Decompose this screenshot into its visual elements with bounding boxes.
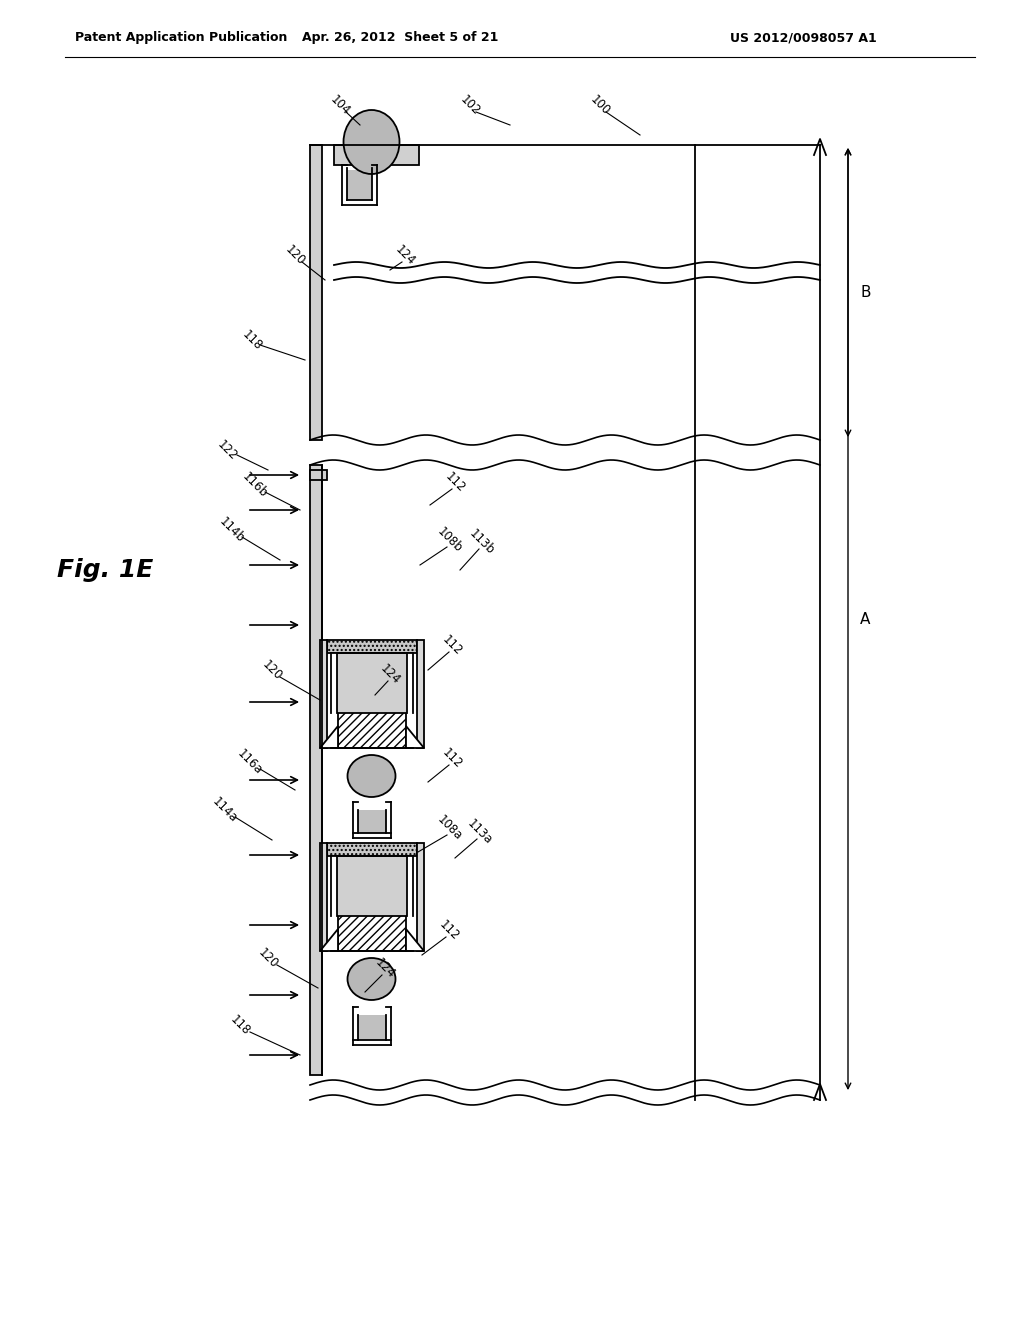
Ellipse shape: [343, 110, 399, 174]
Bar: [347, 170, 372, 201]
Text: US 2012/0098057 A1: US 2012/0098057 A1: [730, 32, 877, 45]
Bar: [337, 855, 407, 916]
Text: 112: 112: [442, 470, 468, 495]
Bar: [331, 653, 413, 713]
Bar: [334, 145, 419, 165]
Text: 112: 112: [439, 746, 465, 771]
Bar: [417, 640, 424, 748]
Bar: [357, 1015, 385, 1040]
Bar: [417, 843, 424, 950]
Text: 112: 112: [436, 917, 462, 942]
Text: 116b: 116b: [240, 470, 270, 500]
Polygon shape: [319, 726, 338, 748]
Text: 124: 124: [392, 243, 418, 268]
Text: Apr. 26, 2012  Sheet 5 of 21: Apr. 26, 2012 Sheet 5 of 21: [302, 32, 499, 45]
Text: 114a: 114a: [210, 795, 240, 825]
Text: 116a: 116a: [234, 747, 265, 777]
Text: 120: 120: [256, 945, 281, 970]
Ellipse shape: [347, 755, 395, 797]
Bar: [310, 145, 322, 440]
Text: 108b: 108b: [435, 525, 465, 556]
Bar: [338, 855, 406, 950]
Text: 113a: 113a: [465, 817, 495, 847]
Text: Patent Application Publication: Patent Application Publication: [75, 32, 288, 45]
Text: 112: 112: [439, 632, 465, 657]
Text: 113b: 113b: [467, 527, 498, 557]
Bar: [319, 843, 327, 950]
Text: 108a: 108a: [435, 813, 465, 843]
Bar: [338, 653, 406, 748]
Text: A: A: [860, 611, 870, 627]
Text: 118: 118: [227, 1012, 253, 1038]
Ellipse shape: [347, 958, 395, 1001]
Text: Fig. 1E: Fig. 1E: [56, 558, 154, 582]
Text: B: B: [860, 285, 870, 300]
Text: 124: 124: [378, 661, 402, 686]
Text: 124: 124: [373, 956, 397, 981]
Polygon shape: [319, 929, 338, 950]
Polygon shape: [406, 929, 424, 950]
Text: 120: 120: [283, 243, 307, 268]
Text: 104: 104: [328, 92, 352, 117]
Bar: [327, 843, 417, 855]
Bar: [337, 653, 407, 713]
Bar: [310, 470, 327, 480]
Text: 114b: 114b: [217, 515, 247, 545]
Bar: [327, 640, 417, 653]
Text: 120: 120: [259, 657, 285, 682]
Bar: [310, 465, 322, 1074]
Bar: [331, 855, 413, 916]
Bar: [319, 640, 327, 748]
Text: 118: 118: [240, 327, 264, 352]
Bar: [357, 810, 385, 833]
Polygon shape: [406, 726, 424, 748]
Text: 122: 122: [214, 437, 240, 462]
Text: 102: 102: [458, 92, 482, 117]
Text: 100: 100: [588, 92, 612, 117]
